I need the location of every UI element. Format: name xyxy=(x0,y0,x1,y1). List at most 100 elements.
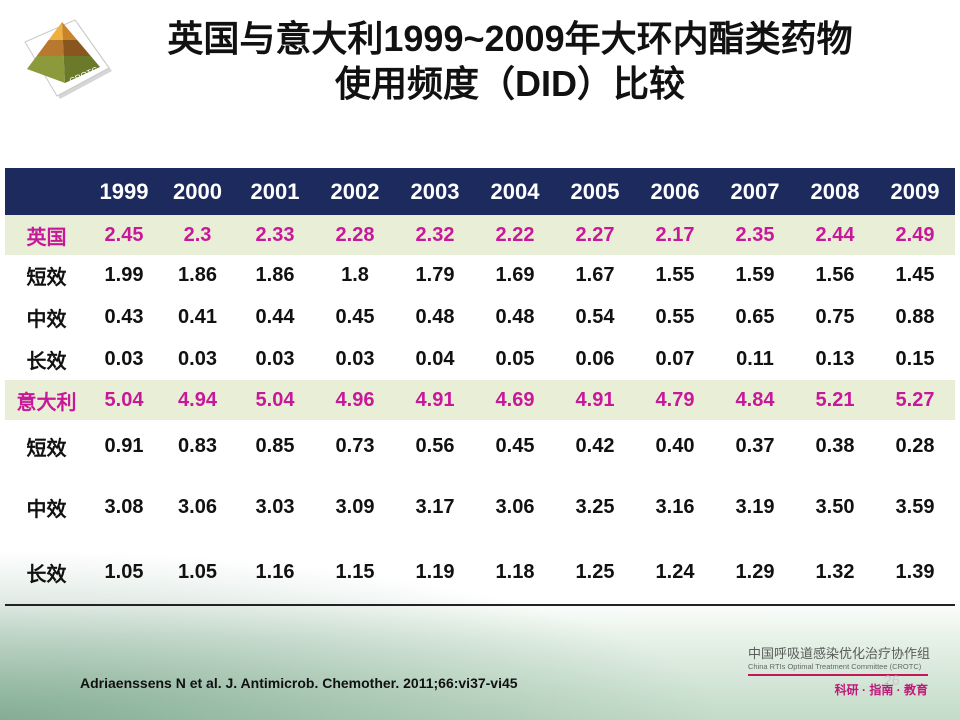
year-header-cell: 2001 xyxy=(250,178,300,204)
subtype-value-cell: 3.08 xyxy=(104,495,144,518)
subtype-value-cell: 0.03 xyxy=(104,348,144,370)
header-corner-cell xyxy=(5,168,88,215)
subtype-value-cell: 3.50 xyxy=(815,495,855,518)
country-total-value-cell: 4.91 xyxy=(415,388,455,411)
subtype-value-cell: 0.03 xyxy=(335,348,375,370)
subtype-value-cell: 0.88 xyxy=(895,306,935,328)
subtype-value-cell: 1.99 xyxy=(104,264,144,286)
reference-citation: Adriaenssens N et al. J. Antimicrob. Che… xyxy=(80,675,518,691)
year-header-cell: 1999 xyxy=(99,178,149,204)
subtype-value-cell: 1.32 xyxy=(815,561,855,583)
subtype-label: 长效 xyxy=(26,564,67,586)
subtype-value-cell: 3.09 xyxy=(335,495,375,518)
year-header-cell: 2005 xyxy=(570,178,620,204)
country-total-value-cell: 5.04 xyxy=(255,388,295,411)
organization-footer-logo: 中国呼吸道感染优化治疗协作组 China RTIs Optimal Treatm… xyxy=(748,646,933,698)
logo-graphic: CROTC xyxy=(24,19,112,99)
slide-page-number: 26 xyxy=(884,672,900,688)
subtype-value-cell: 1.59 xyxy=(735,264,775,286)
subtype-value-cell: 1.55 xyxy=(655,264,695,286)
country-total-value-cell: 4.96 xyxy=(335,388,375,411)
subtype-value-cell: 3.06 xyxy=(178,495,217,518)
subtype-value-cell: 0.41 xyxy=(178,306,217,328)
subtype-row: 长效 1.05 1.05 1.16 1.15 1.19 1.18 1.25 1.24 1.29 1.… xyxy=(5,541,955,604)
subtype-value-cell: 0.03 xyxy=(255,348,295,370)
subtype-value-cell: 0.45 xyxy=(335,306,375,328)
country-total-value-cell: 4.84 xyxy=(735,388,775,411)
subtype-value-cell: 0.06 xyxy=(575,348,615,370)
subtype-value-cell: 1.15 xyxy=(335,561,375,583)
organization-motto: 科研 · 指南 · 教育 xyxy=(834,682,928,697)
subtype-row: 长效 0.03 0.03 0.03 0.03 0.04 0.05 0.06 0.07 0.11 0.… xyxy=(5,339,955,380)
subtype-value-cell: 0.38 xyxy=(815,435,855,457)
country-total-value-cell: 5.21 xyxy=(815,388,855,411)
country-total-value-cell: 2.45 xyxy=(104,223,144,246)
subtype-value-cell: 0.28 xyxy=(895,435,935,457)
country-total-value-cell: 2.17 xyxy=(655,223,695,246)
country-total-value-cell: 2.33 xyxy=(255,223,295,246)
subtype-value-cell: 1.69 xyxy=(495,264,535,286)
subtype-value-cell: 1.24 xyxy=(655,561,695,583)
year-header-cell: 2008 xyxy=(810,178,860,204)
country-total-value-cell: 2.28 xyxy=(335,223,375,246)
subtype-value-cell: 0.44 xyxy=(255,306,295,328)
subtype-row: 中效 3.08 3.06 3.03 3.09 3.17 3.06 3.25 3.16 3.19 3.… xyxy=(5,473,955,541)
subtype-value-cell: 1.05 xyxy=(104,561,144,583)
subtype-row: 短效 1.99 1.86 1.86 1.8 1.79 1.69 1.67 1.55 1.59 1.5… xyxy=(5,255,955,296)
country-total-value-cell: 2.22 xyxy=(495,223,535,246)
country-total-value-cell: 4.91 xyxy=(575,388,615,411)
year-header-cell: 2003 xyxy=(410,178,460,204)
title-line-2: 使用频度（DID）比较 xyxy=(335,63,685,104)
year-header-cell: 2009 xyxy=(890,178,940,204)
subtype-row: 短效 0.91 0.83 0.85 0.73 0.56 0.45 0.42 0.40 0.37 0.… xyxy=(5,420,955,473)
subtype-value-cell: 3.59 xyxy=(895,495,935,518)
subtype-value-cell: 0.03 xyxy=(178,348,217,370)
subtype-value-cell: 1.16 xyxy=(255,561,295,583)
subtype-label: 中效 xyxy=(26,309,67,331)
footer-logo-divider xyxy=(748,674,928,676)
subtype-value-cell: 0.48 xyxy=(495,306,535,328)
slide-title: 英国与意大利1999~2009年大环内酯类药物 使用频度（DID）比较 xyxy=(60,16,960,106)
subtype-value-cell: 0.56 xyxy=(415,435,455,457)
organization-name-en: China RTIs Optimal Treatment Committee (… xyxy=(748,662,922,671)
subtype-value-cell: 0.83 xyxy=(178,435,217,457)
subtype-value-cell: 1.29 xyxy=(735,561,775,583)
subtype-value-cell: 0.73 xyxy=(335,435,375,457)
year-header-cell: 2002 xyxy=(330,178,380,204)
subtype-label: 中效 xyxy=(26,498,67,521)
subtype-value-cell: 0.55 xyxy=(655,306,695,328)
subtype-value-cell: 3.16 xyxy=(655,495,695,518)
subtype-value-cell: 1.67 xyxy=(575,264,615,286)
did-comparison-table: 1999 2000 2001 2002 2003 2004 2005 2006 2007 2008… xyxy=(5,168,955,604)
subtype-value-cell: 0.91 xyxy=(104,435,144,457)
subtype-value-cell: 0.04 xyxy=(415,348,455,370)
country-total-row: 英国 2.45 2.3 2.33 2.28 2.32 2.22 2.27 2.17 2.35 2.4… xyxy=(5,215,955,255)
table-bottom-rule xyxy=(5,604,955,606)
subtype-value-cell: 0.15 xyxy=(895,348,935,370)
country-total-value-cell: 4.94 xyxy=(178,388,217,411)
subtype-row: 中效 0.43 0.41 0.44 0.45 0.48 0.48 0.54 0.55 0.65 0.… xyxy=(5,296,955,339)
subtype-value-cell: 3.17 xyxy=(415,495,455,518)
subtype-value-cell: 0.42 xyxy=(575,435,615,457)
subtype-value-cell: 0.75 xyxy=(815,306,855,328)
subtype-label: 短效 xyxy=(26,438,67,460)
subtype-value-cell: 0.11 xyxy=(736,348,774,370)
subtype-value-cell: 0.37 xyxy=(735,435,775,457)
subtype-value-cell: 0.45 xyxy=(495,435,535,457)
subtype-label: 长效 xyxy=(26,351,67,373)
subtype-value-cell: 1.86 xyxy=(178,264,217,286)
subtype-value-cell: 1.19 xyxy=(415,561,455,583)
subtype-value-cell: 1.18 xyxy=(495,561,535,583)
country-total-value-cell: 2.44 xyxy=(815,223,855,246)
year-header-cell: 2007 xyxy=(730,178,780,204)
title-line-1: 英国与意大利1999~2009年大环内酯类药物 xyxy=(167,18,853,59)
country-total-value-cell: 5.27 xyxy=(895,388,935,411)
subtype-value-cell: 3.19 xyxy=(735,495,775,518)
subtype-value-cell: 3.06 xyxy=(495,495,535,518)
subtype-value-cell: 0.48 xyxy=(415,306,455,328)
country-total-value-cell: 2.35 xyxy=(735,223,775,246)
subtype-value-cell: 1.05 xyxy=(178,561,217,583)
subtype-value-cell: 1.45 xyxy=(895,264,935,286)
country-label: 英国 xyxy=(26,226,67,249)
year-header-cell: 2000 xyxy=(173,178,222,204)
